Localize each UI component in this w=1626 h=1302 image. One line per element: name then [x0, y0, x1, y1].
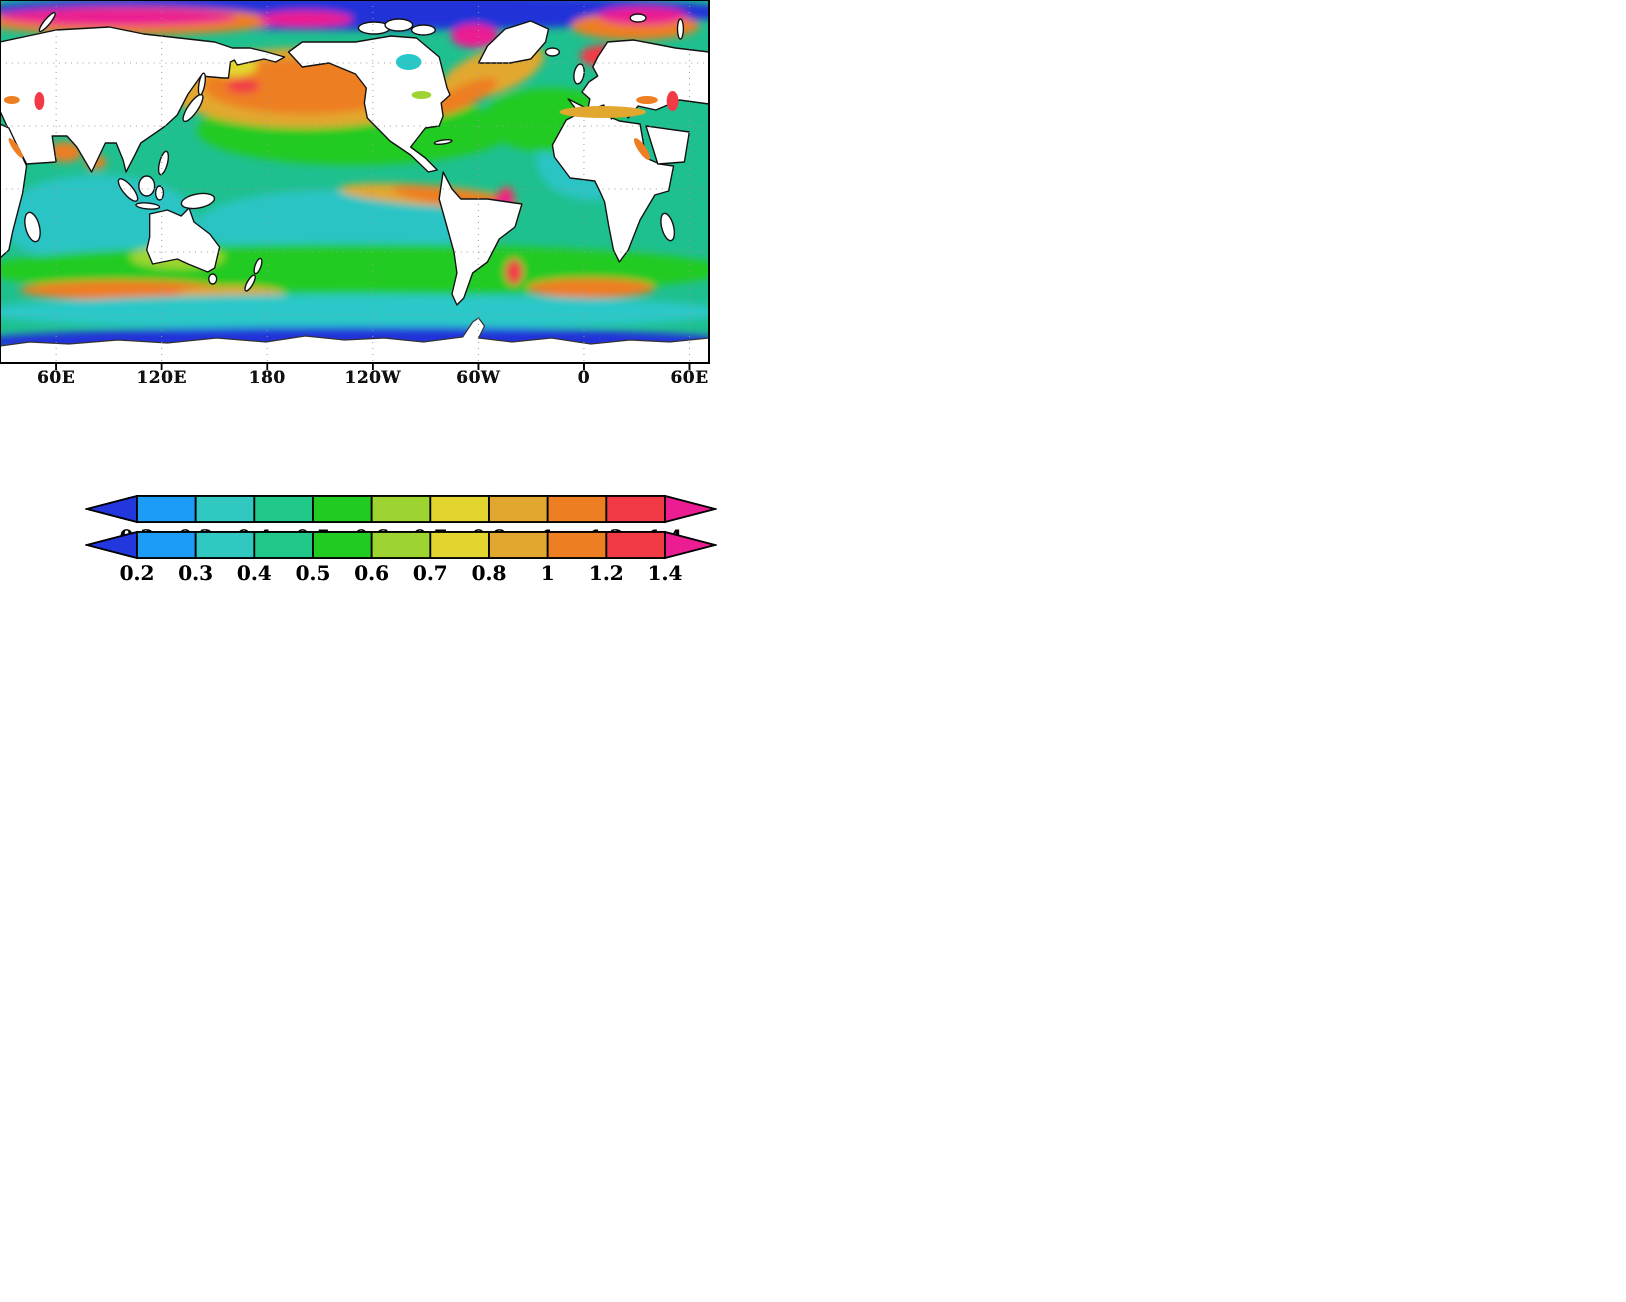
lon-tick-label: 60E [37, 368, 76, 388]
colorbar-tick-label: 1.2 [589, 561, 624, 584]
lon-tick-label: 60E [670, 368, 709, 388]
colorbar-segment [605, 495, 666, 523]
lon-tick-label: 60W [456, 368, 501, 388]
colorbar-tick-label: 0.8 [472, 561, 507, 584]
lon-tick-label: 180 [248, 368, 286, 388]
map-feature [634, 138, 651, 160]
colorbar-svg: 0.2 0.3 0.4 0.5 0.6 0.7 0.8 1 1.2 1.4 [85, 530, 717, 584]
lon-tick-label: 120W [344, 368, 402, 388]
map-feature [0, 8, 237, 26]
lon-tick-label: 60W [456, 368, 501, 388]
colorbar-segment [546, 495, 608, 523]
colorbar-tick-label: 0.6 [354, 561, 389, 584]
colorbar: 0.2 0.3 0.4 0.5 0.6 0.7 0.8 1 1.2 1.4 [85, 528, 717, 584]
map-feature [19, 280, 227, 300]
colorbar-tick-label: 1.2 [589, 561, 624, 584]
colorbar-tick-label: 0.7 [413, 561, 448, 584]
world-map: 60N30NEQ30S60S60E120E180120W60W060E [0, 0, 710, 388]
colorbar-tick-label: 0.6 [354, 561, 389, 584]
colorbar-tick-label: 0.7 [413, 561, 448, 584]
map-feature [34, 92, 45, 110]
lon-tick-label: 60W [456, 368, 501, 388]
colorbar-tick-label: 0.8 [472, 561, 507, 584]
map-feature [666, 91, 679, 111]
lon-tick-label: 60E [670, 368, 709, 388]
colorbar-segment [194, 531, 256, 559]
lon-tick-label: 180 [248, 368, 286, 388]
colorbar-segment [429, 495, 490, 523]
colorbar-segment [605, 531, 666, 559]
colorbar-tick-label: 1 [541, 561, 555, 584]
colorbar-tick-label: 1.4 [648, 561, 683, 584]
map-feature [411, 91, 432, 99]
colorbar-segment [253, 495, 314, 523]
lon-tick-label: 60E [37, 368, 76, 388]
lon-tick-label: 180 [248, 368, 286, 388]
lon-tick-label: 60E [37, 368, 76, 388]
panel-d: (d) ERA5 SD(sswt) JJA 1981-2020 60N30NEQ… [0, 0, 796, 585]
lon-tick-label: 0 [577, 368, 591, 388]
map-feature [451, 24, 499, 48]
colorbar-segment [253, 531, 314, 559]
map-feature [8, 138, 23, 158]
graticule [0, 0, 709, 363]
lon-tick-label: 120W [344, 368, 402, 388]
map-feature [395, 54, 422, 70]
map-feature [226, 79, 260, 93]
map-feature [636, 96, 658, 104]
colorbar-segment [370, 531, 432, 559]
map-feature [196, 190, 473, 260]
lon-tick-label: 60E [670, 368, 709, 388]
colorbar-tick-label: 1.4 [648, 561, 683, 584]
lon-tick-label: 0 [577, 368, 591, 388]
colorbar-tick-label: 0.4 [237, 561, 272, 584]
colorbar-tick-label: 0.2 [120, 561, 155, 584]
lon-tick-label: 120W [344, 368, 402, 388]
colorbar-tick-label: 0.3 [178, 561, 213, 584]
colorbar-segment [488, 531, 549, 559]
lon-tick-label: 0 [577, 368, 591, 388]
colorbar-above-max [664, 530, 717, 560]
colorbar-tick-label: 1 [541, 561, 555, 584]
map-feature [0, 294, 709, 330]
world-map-svg [0, 0, 710, 370]
map-feature [428, 78, 498, 116]
map-feature [559, 106, 646, 118]
colorbar-tick-label: 0.5 [296, 561, 331, 584]
lon-tick-label: 120E [136, 368, 187, 388]
map-feature [257, 11, 353, 27]
lon-tick-label: 0 [577, 368, 591, 388]
colorbar-above-max [664, 494, 717, 524]
colorbar-tick-label: 0.4 [237, 561, 272, 584]
lon-tick-label: 120E [136, 368, 187, 388]
colorbar-tick-label: 0.2 [120, 561, 155, 584]
lon-tick-label: 120W [344, 368, 402, 388]
colorbar-segment [312, 531, 373, 559]
lon-tick-label: 120E [136, 368, 187, 388]
colorbar-segment [136, 531, 197, 559]
lon-tick-label: 60W [456, 368, 501, 388]
colorbar-segment [546, 531, 608, 559]
map-feature [3, 96, 20, 104]
lon-tick-label: 60E [670, 368, 709, 388]
lon-tick-label: 180 [248, 368, 286, 388]
colorbar-tick-label: 0.5 [296, 561, 331, 584]
colorbar-segment [429, 531, 490, 559]
colorbar-below-min [85, 530, 138, 560]
map-feature [526, 278, 655, 298]
lon-tick-label: 120E [136, 368, 187, 388]
map-feature [505, 259, 523, 285]
colorbar-segment [370, 495, 432, 523]
lon-tick-label: 60E [37, 368, 76, 388]
colorbar-tick-label: 0.3 [178, 561, 213, 584]
map-feature [0, 175, 197, 265]
